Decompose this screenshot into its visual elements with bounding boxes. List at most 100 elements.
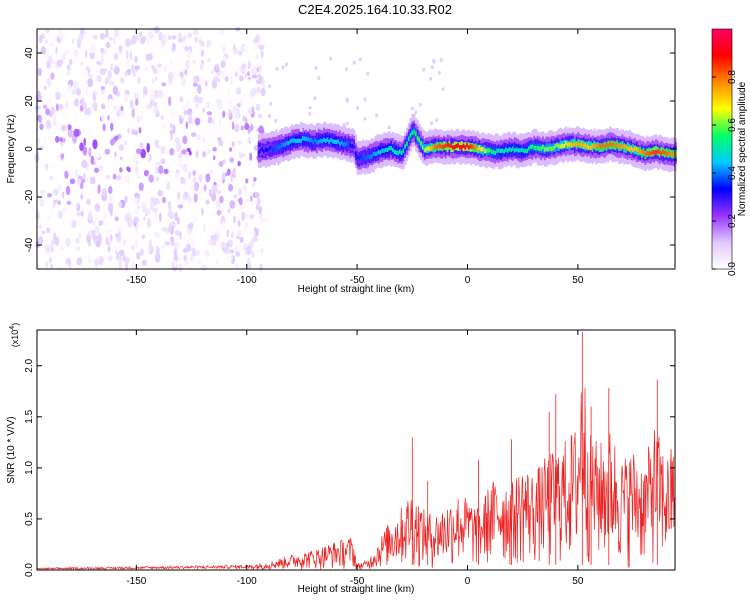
noise-cell [96, 74, 102, 83]
colorbar-tick-label: 0.0 [727, 262, 738, 276]
noise-cell [246, 71, 250, 77]
noise-cell [49, 96, 52, 105]
noise-cell [267, 114, 271, 119]
noise-cell [148, 174, 154, 183]
noise-cell [103, 211, 108, 219]
noise-cell [140, 111, 144, 121]
noise-cell [87, 78, 94, 88]
noise-cell [230, 75, 233, 86]
noise-cell [105, 221, 110, 227]
noise-cell [47, 193, 52, 198]
noise-cell [235, 112, 241, 120]
y-tick-label: -40 [24, 237, 35, 252]
noise-cell [143, 216, 146, 221]
noise-cell [170, 241, 176, 246]
noise-cell [58, 103, 64, 111]
ridge-cell [586, 144, 589, 149]
noise-cell [182, 195, 186, 202]
noise-cell [205, 173, 211, 183]
noise-cell [86, 234, 91, 243]
noise-cell [150, 200, 155, 211]
noise-cell [157, 140, 162, 148]
ridge-cell [501, 148, 504, 153]
noise-cell [204, 80, 208, 87]
noise-cell [89, 257, 95, 263]
noise-cell [120, 156, 123, 161]
noise-cell [38, 235, 44, 245]
ridge-cell [582, 144, 585, 149]
noise-cell [221, 180, 226, 187]
noise-cell [159, 212, 162, 222]
ridge-cell [623, 143, 626, 148]
ridge-cell [383, 148, 386, 153]
ridge-cell [581, 141, 584, 146]
ridge-cell [626, 146, 630, 151]
noise-cell [41, 230, 46, 235]
noise-cell [199, 77, 205, 83]
noise-cell [153, 105, 159, 116]
noise-cell [216, 209, 222, 216]
noise-cell [182, 135, 188, 145]
noise-cell [136, 41, 142, 46]
noise-cell [107, 70, 112, 79]
ridge-cell [528, 146, 531, 151]
noise-cell [79, 142, 84, 152]
ridge-cell [542, 144, 545, 150]
ridge-cell [393, 149, 396, 154]
ridge-cell [588, 140, 591, 150]
noise-cell [171, 42, 176, 52]
noise-cell [81, 89, 86, 99]
noise-cell [123, 140, 128, 146]
noise-cell [188, 183, 195, 192]
ridge-cell [605, 142, 608, 152]
noise-cell [53, 176, 59, 187]
ridge-cell [648, 151, 651, 156]
noise-cell [109, 196, 113, 202]
noise-cell [127, 167, 131, 173]
noise-cell [124, 213, 130, 222]
ridge-cell [436, 145, 439, 150]
noise-cell [137, 201, 142, 207]
spectrogram-y-axis-label: Frequency (Hz) [6, 115, 17, 184]
ridge-cell [510, 147, 513, 153]
noise-cell [125, 262, 129, 272]
noise-cell [134, 55, 138, 64]
noise-cell [65, 257, 72, 265]
noise-cell [37, 67, 42, 77]
noise-cell [164, 241, 171, 246]
ridge-cell [577, 141, 580, 146]
noise-cell [174, 137, 180, 144]
noise-cell [108, 84, 111, 91]
ridge-cell [367, 154, 370, 159]
noise-cell [342, 122, 346, 127]
ridge-cell [407, 136, 411, 141]
ridge-cell [310, 138, 313, 147]
ridge-cell [303, 136, 306, 146]
noise-cell [62, 137, 66, 143]
noise-cell [134, 232, 139, 242]
noise-cell [55, 103, 59, 112]
noise-cell [161, 196, 167, 204]
noise-cell [65, 237, 71, 248]
noise-cell [169, 123, 174, 129]
ridge-cell [591, 143, 594, 148]
noise-cell [84, 109, 90, 116]
noise-cell [245, 178, 249, 184]
noise-cell [218, 117, 222, 127]
noise-cell [132, 197, 139, 203]
ridge-cell [653, 150, 656, 155]
ridge-cell [271, 147, 275, 152]
noise-cell [171, 112, 175, 118]
noise-cell [121, 36, 126, 43]
noise-cell [58, 243, 65, 251]
ridge-cell [303, 136, 306, 141]
noise-cell [50, 72, 55, 80]
noise-cell [161, 82, 167, 87]
noise-cell [129, 50, 133, 60]
ridge-cell [280, 143, 283, 148]
ridge-cell [340, 140, 343, 145]
ridge-cell [261, 147, 264, 152]
noise-cell [157, 190, 163, 197]
noise-cell [196, 260, 202, 266]
noise-cell [112, 85, 119, 95]
